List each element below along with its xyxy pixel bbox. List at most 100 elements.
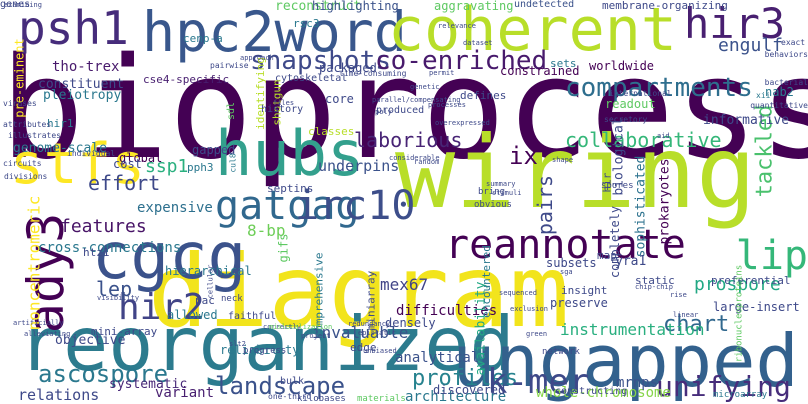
word-reliability: reliability (220, 343, 300, 357)
word-random: random (414, 158, 440, 166)
word-hierarchical: hierarchical (165, 264, 252, 278)
word-pairs: pairs (533, 174, 558, 236)
word-cytoskeletal: cytoskeletal (275, 73, 348, 84)
word-sga: sga (560, 268, 573, 276)
word-co-enriched: co-enriched (375, 46, 548, 76)
word-8-bp: 8-bp (247, 221, 286, 240)
word-cse4-specific: cse4-specific (143, 73, 230, 86)
word-slt2: slt2 (229, 340, 246, 348)
word-one-third: one-third (268, 392, 312, 401)
word-shape: shape (552, 156, 574, 164)
word-aid: aid (657, 132, 670, 140)
word-large-insert: large-insert (713, 300, 800, 314)
word-mislocalization: mislocalization (269, 323, 333, 331)
word-relevance: relevance (438, 22, 476, 30)
word-pph3: pph3 (187, 161, 214, 174)
word-cenp-a: cenp-a (183, 32, 223, 45)
word-edge: edge (350, 341, 377, 354)
word-quantitative: quantitative (750, 101, 808, 110)
word-gatgag: gatgag (215, 183, 360, 229)
word-classes: classes (308, 125, 355, 138)
word-constructing: constructing (555, 386, 628, 397)
word-time-consuming: time-consuming (339, 69, 407, 78)
word-alleviating: alleviating (24, 330, 71, 338)
word-difficulties: difficulties (396, 303, 498, 319)
word-cgcg: cgcg (92, 220, 247, 294)
word-highlighting: highlighting (312, 0, 399, 13)
word-permit: permit (429, 69, 455, 77)
word-poly: poly (375, 108, 392, 116)
word-membrane-organizing: membrane-organizing (602, 0, 728, 12)
word-chip-chip: chip-chip (635, 283, 673, 291)
word-coherent: coherent (388, 0, 677, 65)
word-underpins: underpins (318, 157, 400, 175)
word-whole-chromosome: whole-chromosome (536, 385, 671, 401)
word-defines: defines (460, 89, 507, 102)
word-illustrates: illustrates (8, 131, 61, 140)
word-discovered: discovered (433, 383, 506, 397)
word-engulf: engulf (718, 35, 784, 56)
word-viruses: viruses (3, 99, 37, 108)
word-prospore: prospore (694, 274, 781, 295)
word-parallel-compensating: parallel/compensating (372, 96, 461, 104)
word-pac: pac (195, 294, 215, 307)
word-gapped: gapped (192, 143, 236, 157)
word-mini-array: mini-array (91, 325, 158, 338)
word-insight: insight (561, 284, 608, 297)
word-visibility: visibility (97, 294, 140, 302)
word-epistatic: epistatic (358, 329, 396, 337)
word-identifying: identifying (253, 57, 267, 130)
word-packaged: packaged (319, 61, 377, 75)
word-green: green (526, 330, 548, 338)
word-k-mer: k-mer (487, 362, 590, 402)
word-obvious: obvious (474, 200, 512, 210)
word-attributes: attributes (3, 120, 52, 129)
word-sophisticated: sophisticated (633, 155, 649, 258)
word-expensive: expensive (137, 200, 213, 216)
word-chart: chart (663, 312, 730, 337)
word-constrained: constrained (500, 64, 580, 78)
word-reorganized: reorganized (18, 300, 515, 388)
word-genes: genes (0, 0, 31, 10)
word-hir3: hir3 (684, 0, 786, 48)
word-neck: neck (221, 294, 243, 304)
word-lep: lep (96, 277, 133, 301)
word-cross-connections: cross-connections (38, 240, 182, 256)
word-summary: summary (486, 180, 516, 188)
word-ssp1: ssp1 (145, 156, 189, 177)
word-history: history (261, 104, 304, 115)
word-sequenced: sequenced (499, 289, 537, 297)
word-stfs: stfs (10, 132, 145, 197)
word-network: network (542, 347, 580, 357)
word-xii: xii (756, 91, 771, 100)
word-wiring: wiring (395, 114, 757, 231)
word-analytical: analytical (395, 350, 480, 366)
word-pairwise: pairwise (210, 61, 249, 70)
word-exact: exact (781, 38, 806, 47)
word-objective: objective (55, 333, 126, 348)
word-invaluable: invaluable (312, 323, 409, 342)
word-bacterial: bacterial (764, 78, 808, 87)
word-diagram: diagram (148, 233, 570, 350)
word-subsets: subsets (546, 256, 597, 270)
word-overexpressed: overexpressed (435, 119, 490, 127)
word-profiles: profiles (412, 366, 518, 391)
word-tho-trex: tho-trex (52, 59, 120, 75)
word-ungapped: ungapped (452, 319, 799, 403)
word-snapshots: snapshots (250, 46, 391, 76)
word-irc10: irc10 (295, 183, 416, 229)
word-preferential: preferential (711, 274, 791, 287)
word-core: core (325, 92, 354, 106)
word-yra1: yra1 (615, 254, 647, 269)
word-bulk: bulk (280, 376, 305, 387)
word-compartments: compartments (565, 73, 753, 103)
word-circuits: circuits (3, 159, 42, 168)
word-behaviors: behaviors (764, 50, 808, 59)
word-genetic: genetic (410, 83, 440, 91)
word-sets: sets (550, 57, 577, 70)
word-laborious: laborious (354, 128, 463, 152)
word-bring: bring (478, 187, 506, 197)
word-mrnps: mrnps (616, 375, 659, 391)
word-redundancy: redundancy (348, 320, 391, 328)
